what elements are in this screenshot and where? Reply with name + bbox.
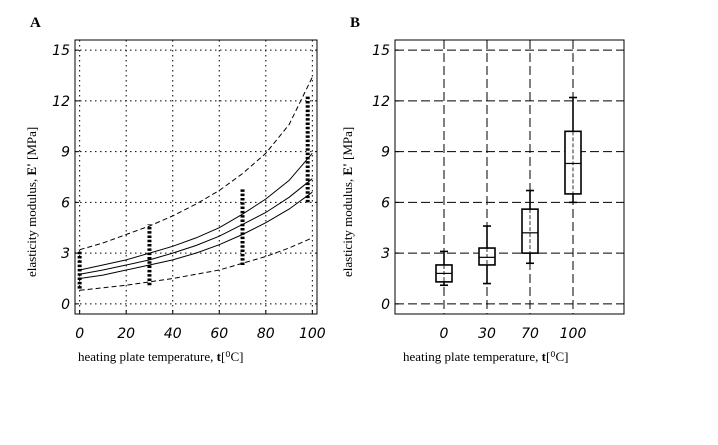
panel-a-y-axis-label-var: E'	[24, 163, 39, 175]
y-tick-label: 12	[52, 94, 70, 110]
panel-b-frame	[394, 39, 625, 315]
panel-a-x-axis-label-text: heating plate temperature,	[78, 349, 217, 364]
panel-b-y-axis-label-unit: [MPa]	[340, 127, 355, 163]
y-tick-label: 0	[381, 297, 390, 313]
y-tick-label: 9	[381, 145, 390, 161]
x-tick-label: 60	[210, 326, 228, 342]
x-tick-label: 40	[164, 326, 182, 342]
panel-b-boxes	[435, 96, 582, 287]
series-curve	[79, 191, 313, 279]
y-tick-label: 3	[61, 246, 70, 262]
y-tick-label: 12	[372, 94, 390, 110]
y-tick-label: 6	[381, 195, 390, 211]
panel-a-frame	[74, 39, 318, 315]
panel-b-x-axis-label-text: heating plate temperature,	[403, 349, 542, 364]
box-plot	[521, 189, 539, 265]
panel-a-x-axis-label: heating plate temperature, t[⁰C]	[78, 349, 244, 364]
panel-a-curves	[79, 76, 313, 291]
panel-b: B 0 3 6 9 12 15 0 30 70 100 heating plate temper…	[340, 15, 625, 364]
panel-b-x-axis-label-unit: [⁰C]	[546, 349, 569, 364]
panel-b-x-axis-label-var: t	[542, 349, 547, 364]
box-plot	[435, 250, 453, 287]
panel-a-points	[77, 95, 310, 289]
panel-a-y-ticks: 0 3 6 9 12 15	[52, 43, 79, 313]
panel-a-y-axis-label-text: elasticity modulus,	[24, 176, 39, 277]
panel-b-y-ticks: 0 3 6 9 12 15	[372, 43, 399, 313]
x-tick-label: 0	[440, 326, 449, 342]
panel-b-y-axis-label-text: elasticity modulus,	[340, 176, 355, 277]
panel-b-x-axis-label: heating plate temperature, t[⁰C]	[403, 349, 569, 364]
panel-a-x-axis-label-var: t	[217, 349, 222, 364]
series-curve	[79, 152, 313, 271]
series-curve	[79, 76, 313, 251]
y-tick-label: 15	[372, 43, 390, 59]
y-tick-label: 3	[381, 246, 390, 262]
x-tick-label: 100	[560, 326, 587, 342]
panel-a-y-axis-label: elasticity modulus, E' [MPa]	[24, 127, 39, 277]
x-tick-label: 30	[478, 326, 496, 342]
panel-b-grid	[395, 40, 624, 314]
panel-a: A 0 3 6 9 12 15 0 20 40 60 80 100 heating plate te…	[24, 15, 326, 364]
y-tick-label: 6	[61, 195, 70, 211]
series-curve	[79, 178, 313, 275]
panel-b-y-axis-label-var: E'	[340, 163, 355, 175]
panel-a-y-axis-label-unit: [MPa]	[24, 127, 39, 163]
panel-b-label: B	[350, 15, 360, 31]
x-tick-label: 0	[75, 326, 84, 342]
y-tick-label: 15	[52, 43, 70, 59]
x-tick-label: 20	[117, 326, 135, 342]
x-tick-label: 80	[257, 326, 275, 342]
y-tick-label: 9	[61, 145, 70, 161]
panel-a-x-axis-label-unit: [⁰C]	[221, 349, 244, 364]
y-tick-label: 0	[61, 297, 70, 313]
panel-b-x-ticks: 0 30 70 100	[440, 326, 587, 342]
panel-a-x-ticks: 0 20 40 60 80 100	[75, 310, 326, 342]
x-tick-label: 100	[299, 326, 326, 342]
box-plot	[478, 225, 496, 285]
x-tick-label: 70	[521, 326, 539, 342]
box-plot	[564, 96, 582, 204]
panel-a-label: A	[30, 15, 41, 31]
panel-b-y-axis-label: elasticity modulus, E' [MPa]	[340, 127, 355, 277]
